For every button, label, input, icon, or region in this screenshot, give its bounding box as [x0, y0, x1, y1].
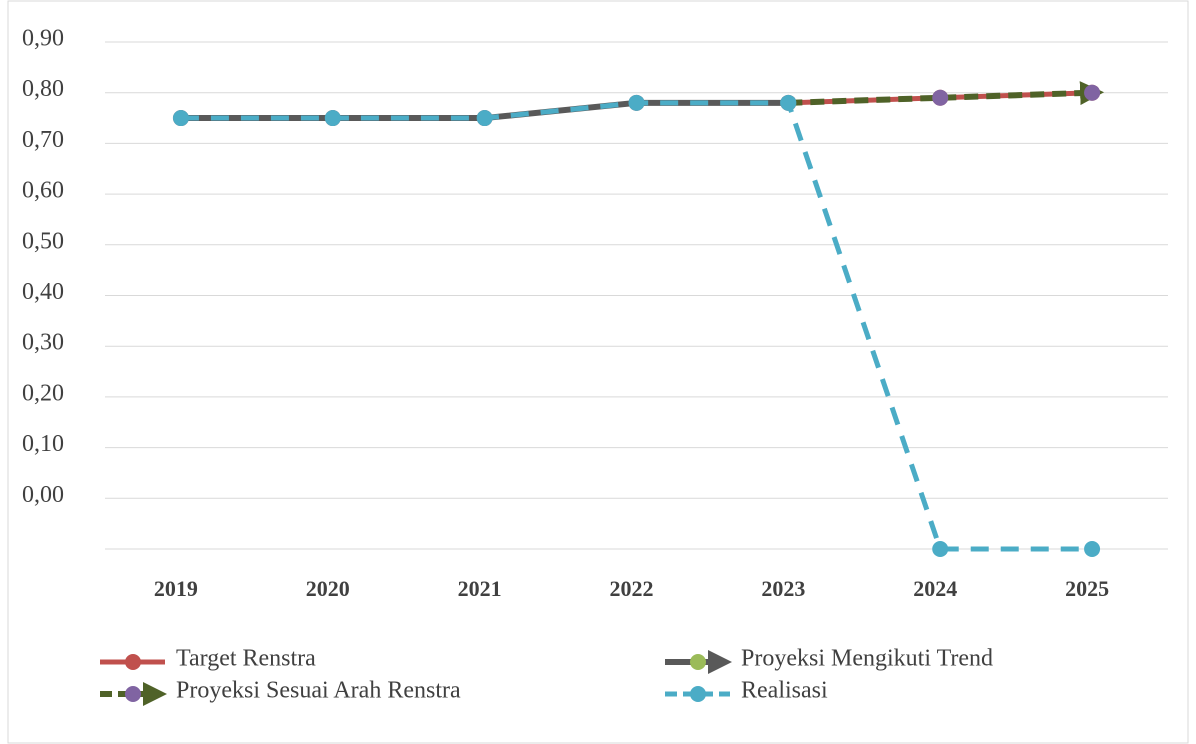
data-point [324, 110, 341, 127]
y-tick-label: 0,40 [22, 279, 64, 305]
series-line [788, 81, 1105, 106]
data-point [628, 94, 645, 111]
x-tick-label: 2025 [1065, 576, 1109, 601]
legend-label: Target Renstra [176, 646, 316, 672]
legend-marker [690, 686, 706, 702]
data-point [172, 110, 189, 127]
legend-marker [690, 654, 706, 670]
series-line [180, 100, 1093, 552]
legend-marker [125, 654, 141, 670]
y-tick-label: 0,90 [22, 26, 64, 52]
y-tick-label: 0,20 [22, 380, 64, 406]
y-tick-label: 0,70 [22, 127, 64, 153]
y-tick-label: 0,10 [22, 431, 64, 457]
data-point [932, 89, 949, 106]
legend-label: Realisasi [741, 678, 828, 704]
legend-label: Proyeksi Sesuai Arah Renstra [176, 678, 461, 704]
x-tick-label: 2019 [154, 576, 198, 601]
data-point [476, 110, 493, 127]
y-tick-label: 0,60 [22, 178, 64, 204]
data-point [932, 541, 949, 557]
legend-label: Proyeksi Mengikuti Trend [741, 646, 993, 672]
x-tick-label: 2022 [610, 576, 654, 601]
chart-frame [7, 0, 1189, 744]
y-tick-label: 0,00 [22, 482, 64, 508]
data-point [780, 94, 797, 111]
y-tick-label: 0,30 [22, 330, 64, 356]
data-point [1084, 84, 1101, 101]
y-tick-label: 0,50 [22, 228, 64, 254]
x-tick-label: 2021 [458, 576, 502, 601]
x-tick-label: 2020 [306, 576, 350, 601]
x-tick-label: 2024 [913, 576, 957, 601]
legend-marker [125, 686, 141, 702]
y-tick-label: 0,80 [22, 76, 64, 102]
data-point [1084, 541, 1101, 557]
x-tick-label: 2023 [761, 576, 805, 601]
